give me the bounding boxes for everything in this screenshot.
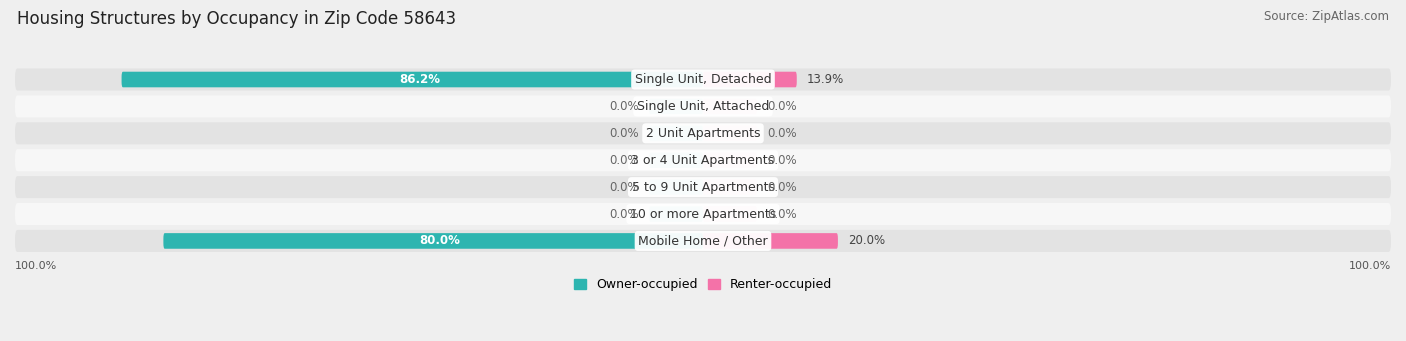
Text: 10 or more Apartments: 10 or more Apartments <box>630 208 776 221</box>
FancyBboxPatch shape <box>15 230 1391 252</box>
FancyBboxPatch shape <box>121 72 703 87</box>
FancyBboxPatch shape <box>703 206 756 222</box>
Text: 0.0%: 0.0% <box>768 208 797 221</box>
Text: Single Unit, Detached: Single Unit, Detached <box>634 73 772 86</box>
Legend: Owner-occupied, Renter-occupied: Owner-occupied, Renter-occupied <box>574 278 832 291</box>
FancyBboxPatch shape <box>15 69 1391 91</box>
Text: 0.0%: 0.0% <box>768 100 797 113</box>
FancyBboxPatch shape <box>650 99 703 114</box>
FancyBboxPatch shape <box>15 95 1391 117</box>
FancyBboxPatch shape <box>703 179 756 195</box>
Text: 20.0%: 20.0% <box>848 235 886 248</box>
Text: 100.0%: 100.0% <box>15 261 58 271</box>
Text: Housing Structures by Occupancy in Zip Code 58643: Housing Structures by Occupancy in Zip C… <box>17 10 456 28</box>
FancyBboxPatch shape <box>703 152 756 168</box>
FancyBboxPatch shape <box>703 99 756 114</box>
FancyBboxPatch shape <box>650 206 703 222</box>
FancyBboxPatch shape <box>650 152 703 168</box>
FancyBboxPatch shape <box>163 233 703 249</box>
Text: 80.0%: 80.0% <box>420 235 461 248</box>
Text: 0.0%: 0.0% <box>609 208 638 221</box>
Text: Mobile Home / Other: Mobile Home / Other <box>638 235 768 248</box>
FancyBboxPatch shape <box>650 125 703 141</box>
Text: 0.0%: 0.0% <box>609 154 638 167</box>
Text: 5 to 9 Unit Apartments: 5 to 9 Unit Apartments <box>631 181 775 194</box>
FancyBboxPatch shape <box>15 122 1391 144</box>
Text: 2 Unit Apartments: 2 Unit Apartments <box>645 127 761 140</box>
FancyBboxPatch shape <box>15 203 1391 225</box>
Text: 100.0%: 100.0% <box>1348 261 1391 271</box>
Text: 0.0%: 0.0% <box>768 154 797 167</box>
Text: 0.0%: 0.0% <box>768 181 797 194</box>
FancyBboxPatch shape <box>15 176 1391 198</box>
Text: 0.0%: 0.0% <box>768 127 797 140</box>
FancyBboxPatch shape <box>703 72 797 87</box>
FancyBboxPatch shape <box>703 233 838 249</box>
Text: 13.9%: 13.9% <box>807 73 844 86</box>
Text: 3 or 4 Unit Apartments: 3 or 4 Unit Apartments <box>631 154 775 167</box>
Text: 86.2%: 86.2% <box>399 73 440 86</box>
Text: Source: ZipAtlas.com: Source: ZipAtlas.com <box>1264 10 1389 23</box>
FancyBboxPatch shape <box>650 179 703 195</box>
FancyBboxPatch shape <box>703 125 756 141</box>
Text: 0.0%: 0.0% <box>609 100 638 113</box>
Text: Single Unit, Attached: Single Unit, Attached <box>637 100 769 113</box>
Text: 0.0%: 0.0% <box>609 127 638 140</box>
Text: 0.0%: 0.0% <box>609 181 638 194</box>
FancyBboxPatch shape <box>15 149 1391 171</box>
